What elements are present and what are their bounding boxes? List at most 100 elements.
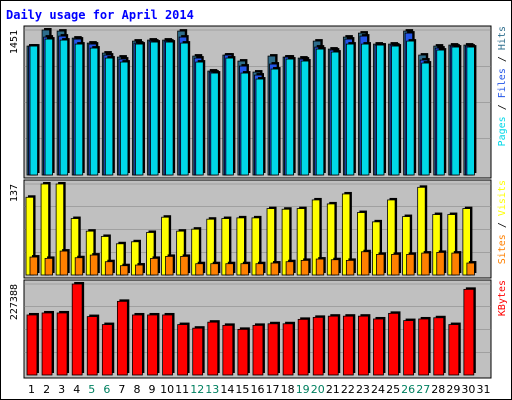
bar-pages-day-24 bbox=[376, 43, 387, 176]
bar-kbytes-day-5-face bbox=[86, 316, 98, 376]
day-label-31: 31 bbox=[476, 383, 490, 396]
bar-kbytes-day-29-face bbox=[448, 324, 460, 376]
bar-sites-day-26 bbox=[406, 252, 417, 276]
day-label-27: 27 bbox=[416, 383, 430, 396]
bar-pages-day-21-face bbox=[330, 51, 340, 176]
bar-kbytes-day-6 bbox=[101, 322, 115, 376]
y-max-label: 137 bbox=[9, 184, 20, 202]
bar-kbytes-day-18 bbox=[282, 321, 296, 376]
bar-pages-day-16 bbox=[255, 77, 266, 176]
day-label-17: 17 bbox=[266, 383, 280, 396]
bar-kbytes-day-14 bbox=[222, 323, 235, 376]
bar-sites-day-16 bbox=[255, 261, 266, 276]
day-label-16: 16 bbox=[251, 383, 265, 396]
bar-sites-day-8 bbox=[135, 263, 145, 276]
bar-sites-day-5 bbox=[89, 253, 100, 276]
legend-sites: Sites bbox=[497, 234, 508, 264]
day-label-12: 12 bbox=[190, 383, 204, 396]
legend-separator: / bbox=[497, 98, 508, 116]
bar-kbytes-day-17 bbox=[267, 321, 280, 376]
bar-kbytes-day-13 bbox=[207, 320, 220, 376]
bar-sites-day-13 bbox=[210, 261, 221, 276]
day-label-30: 30 bbox=[461, 383, 475, 396]
bar-pages-day-30-face bbox=[466, 46, 475, 176]
bar-sites-day-11 bbox=[180, 254, 191, 276]
bar-kbytes-day-27 bbox=[418, 316, 431, 376]
bar-kbytes-day-2-face bbox=[41, 312, 53, 376]
day-label-6: 6 bbox=[103, 383, 110, 396]
bar-sites-day-4-face bbox=[74, 257, 84, 276]
bar-pages-day-28 bbox=[436, 48, 447, 176]
day-label-4: 4 bbox=[73, 383, 80, 396]
bar-pages-day-25-face bbox=[391, 45, 400, 176]
bar-sites-day-6-face bbox=[104, 261, 114, 276]
bar-sites-day-13-face bbox=[210, 263, 219, 276]
bar-kbytes-day-17-face bbox=[267, 323, 279, 376]
legend-separator: / bbox=[497, 50, 508, 68]
bar-kbytes-day-23 bbox=[358, 314, 371, 376]
day-label-25: 25 bbox=[386, 383, 400, 396]
bar-pages-day-29 bbox=[451, 45, 462, 176]
bar-sites-day-18-face bbox=[285, 261, 295, 276]
bar-pages-day-20 bbox=[315, 47, 326, 176]
bar-kbytes-day-25-face bbox=[388, 312, 399, 376]
bar-sites-day-23 bbox=[361, 249, 371, 276]
bar-pages-day-29-face bbox=[451, 46, 460, 176]
bar-pages-day-21 bbox=[330, 50, 341, 176]
bar-sites-day-21 bbox=[330, 257, 341, 276]
bar-kbytes-day-28 bbox=[433, 315, 446, 376]
legend-files: Files bbox=[497, 68, 508, 98]
bar-kbytes-day-30-face bbox=[463, 288, 475, 376]
bar-kbytes-day-1-face bbox=[26, 314, 38, 376]
bar-pages-day-27 bbox=[421, 61, 432, 176]
bar-kbytes-day-9-face bbox=[147, 314, 158, 376]
bar-pages-day-5-face bbox=[89, 47, 99, 176]
bar-kbytes-day-18-face bbox=[282, 323, 294, 376]
panel-1: 1451 Pages / Files / Hits bbox=[9, 25, 508, 179]
bar-kbytes-day-8 bbox=[132, 312, 145, 376]
bar-kbytes-day-3-face bbox=[56, 312, 68, 376]
bar-sites-day-27-face bbox=[421, 252, 430, 276]
bar-kbytes-day-24-face bbox=[373, 318, 384, 376]
legend: KBytes bbox=[497, 280, 508, 316]
bar-sites-day-2 bbox=[44, 256, 55, 276]
legend-separator: / bbox=[497, 216, 508, 234]
bar-kbytes-day-25 bbox=[388, 311, 401, 376]
bar-sites-day-8-face bbox=[135, 264, 144, 276]
bar-sites-day-27 bbox=[421, 251, 432, 276]
bar-pages-day-4 bbox=[74, 42, 85, 176]
bar-sites-day-2-face bbox=[44, 257, 53, 276]
bar-sites-day-22-face bbox=[345, 259, 355, 276]
bar-pages-day-12 bbox=[195, 60, 206, 176]
bar-kbytes-day-11 bbox=[177, 322, 190, 376]
bar-pages-day-15-face bbox=[240, 72, 249, 176]
day-label-24: 24 bbox=[371, 383, 385, 396]
bar-sites-day-22 bbox=[345, 258, 356, 276]
bar-sites-day-10-face bbox=[165, 256, 174, 276]
bar-pages-day-19-face bbox=[300, 60, 310, 176]
bar-pages-day-1 bbox=[29, 44, 40, 176]
bar-kbytes-day-28-face bbox=[433, 317, 445, 376]
y-max-label: 1451 bbox=[9, 30, 20, 54]
bar-kbytes-day-23-face bbox=[358, 315, 369, 376]
bar-sites-day-11-face bbox=[180, 256, 189, 276]
bar-pages-day-4-face bbox=[74, 43, 84, 176]
bar-sites-day-20 bbox=[315, 257, 326, 276]
bar-pages-day-17-face bbox=[270, 68, 279, 176]
bar-pages-day-23-face bbox=[361, 43, 370, 176]
day-label-1: 1 bbox=[28, 383, 35, 396]
bar-kbytes-day-7 bbox=[116, 299, 130, 376]
bar-pages-day-7 bbox=[119, 60, 130, 176]
bar-pages-day-22 bbox=[345, 42, 356, 176]
bar-kbytes-day-12-face bbox=[192, 327, 204, 376]
bar-pages-day-3-face bbox=[59, 39, 69, 176]
y-max-label: 227388 bbox=[9, 284, 20, 320]
bar-sites-day-4 bbox=[74, 255, 85, 276]
bar-pages-day-17 bbox=[270, 67, 281, 176]
bar-sites-day-17-face bbox=[270, 262, 279, 276]
bar-sites-day-3-face bbox=[59, 250, 69, 276]
bar-kbytes-day-2 bbox=[41, 310, 55, 376]
bar-kbytes-day-9 bbox=[147, 312, 160, 376]
bar-pages-day-15 bbox=[240, 71, 251, 176]
